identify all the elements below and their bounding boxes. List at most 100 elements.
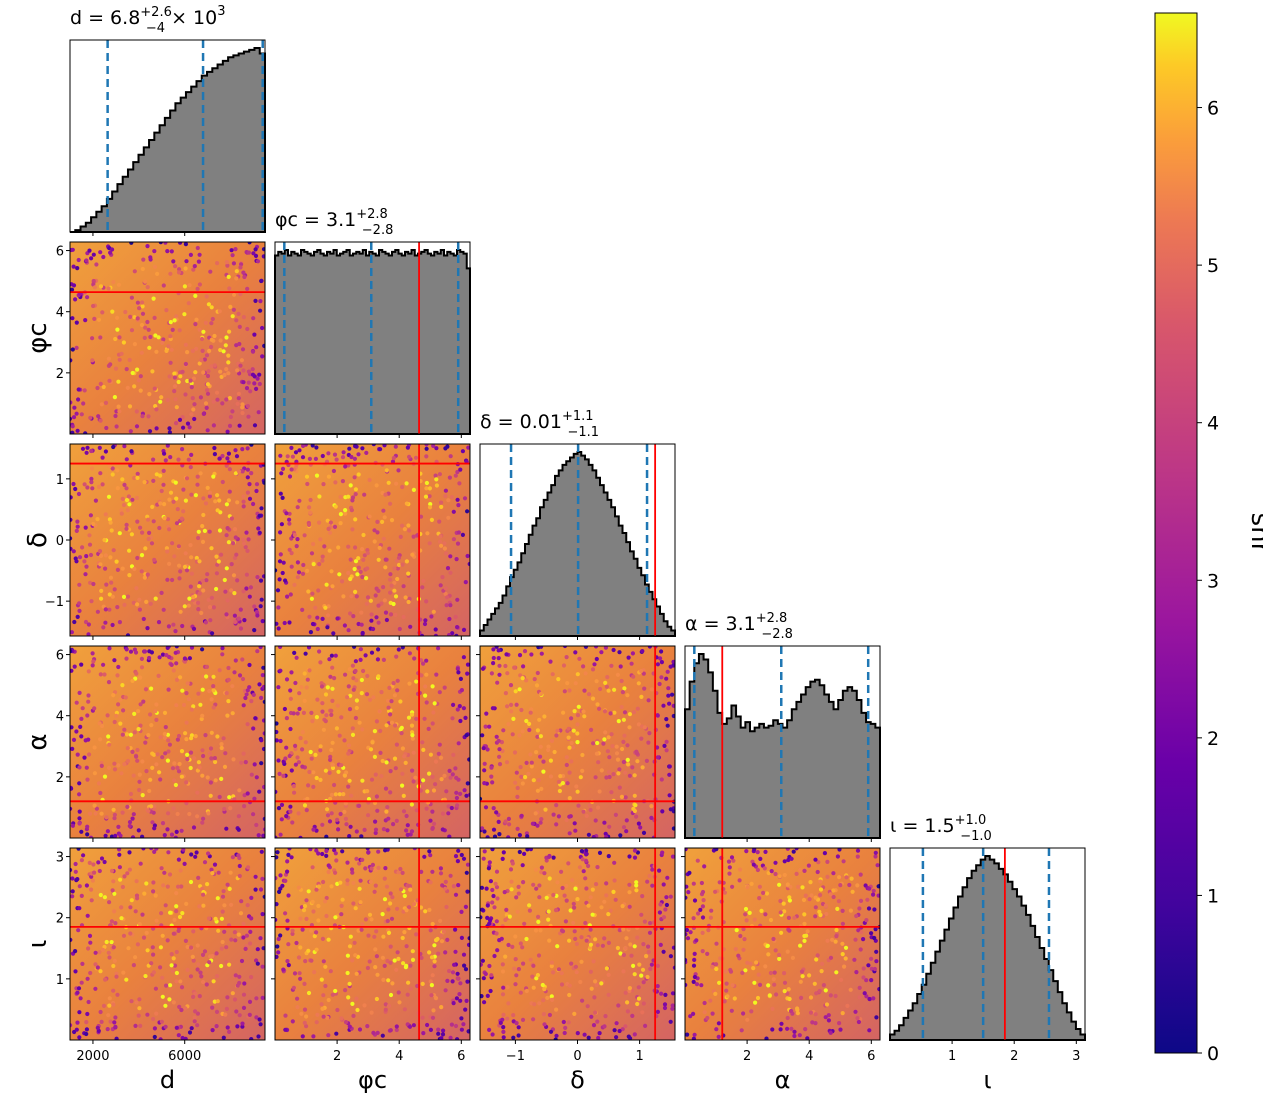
scatter-point [768,917,774,923]
scatter-point [789,1026,794,1031]
scatter-point [245,326,250,332]
scatter-point [228,870,233,875]
scatter-point [70,495,73,500]
scatter-point [164,653,169,658]
scatter-point [304,685,309,690]
scatter-point [289,445,294,450]
histogram-d [70,47,266,233]
scatter-point [347,944,353,949]
scatter-point [214,390,220,395]
scatter-point [310,719,315,724]
scatter-point [627,712,633,717]
scatter-point [167,742,172,747]
scatter-point [225,526,230,531]
scatter-point [109,580,114,585]
scatter-point [498,1020,503,1025]
scatter-point [435,936,440,942]
scatter-point [432,964,437,969]
scatter-point [602,1024,607,1029]
scatter-point [179,884,184,889]
scatter-point [185,967,190,973]
scatter-point [182,861,187,867]
scatter-point [204,664,210,670]
scatter-point [616,719,621,724]
scatter-point [195,967,200,972]
scatter-point [375,972,380,977]
scatter-point [491,647,496,652]
scatter-point [315,697,320,702]
scatter-point [403,595,408,600]
scatter-point [831,888,836,893]
scatter-point [191,958,196,963]
scatter-point [854,970,859,975]
scatter-point [411,779,416,784]
scatter-point [176,457,181,462]
scatter-point [328,796,333,801]
scatter-point [102,537,107,543]
scatter-point [453,927,458,932]
scatter-point [252,628,257,633]
scatter-point [392,756,398,761]
scatter-point [464,998,469,1004]
scatter-point [407,1024,413,1029]
scatter-point [230,855,235,860]
scatter-point [427,505,433,510]
scatter-point [83,619,89,625]
scatter-point [259,278,264,283]
scatter-point [173,782,178,788]
scatter-point [510,732,515,737]
panel-title-phi_c: φc = 3.1+2.8 −2.8 [275,207,393,238]
scatter-point [655,745,660,750]
scatter-point [249,895,254,901]
scatter-point [516,1033,521,1038]
scatter-point [386,1003,392,1009]
scatter-point [189,945,194,950]
scatter-point [181,848,186,852]
scatter-point [397,1000,402,1005]
scatter-point [575,672,580,677]
scatter-point [647,731,652,736]
scatter-point [855,1016,860,1021]
scatter-point [144,930,149,936]
scatter-point [182,312,187,317]
scatter-point [325,807,330,812]
scatter-point [598,686,603,692]
scatter-point [539,651,544,656]
scatter-point [583,671,588,676]
scatter-point [183,361,188,367]
scatter-point [492,905,497,910]
scatter-point [671,659,675,664]
scatter-point [406,715,412,720]
scatter-point [635,1001,640,1007]
scatter-point [116,404,121,409]
scatter-point [876,893,880,898]
scatter-point [636,722,642,727]
scatter-point [591,1023,597,1028]
scatter-point [448,454,453,459]
scatter-point [500,969,506,974]
scatter-point [541,1012,547,1017]
scatter-point [505,671,510,676]
scatter-point [245,404,250,409]
scatter-point [535,670,540,676]
scatter-point [300,730,305,735]
scatter-point [101,625,106,630]
scatter-point [454,790,459,795]
scatter-point [557,788,563,794]
scatter-point [566,735,571,740]
scatter-point [205,963,210,968]
scatter-point [127,823,132,829]
scatter-point [189,736,194,741]
scatter-point [287,517,292,522]
scatter-point [354,829,359,834]
scatter-point [365,673,370,679]
scatter-point [666,693,671,698]
scatter-point [593,1010,598,1015]
ytick-label-alpha: 2 [56,771,64,786]
scatter-point [190,348,195,354]
scatter-panel-delta-vs-iota [479,847,676,1041]
scatter-point [211,474,216,479]
scatter-point [608,711,613,716]
scatter-point [76,387,81,392]
scatter-point [190,954,195,960]
